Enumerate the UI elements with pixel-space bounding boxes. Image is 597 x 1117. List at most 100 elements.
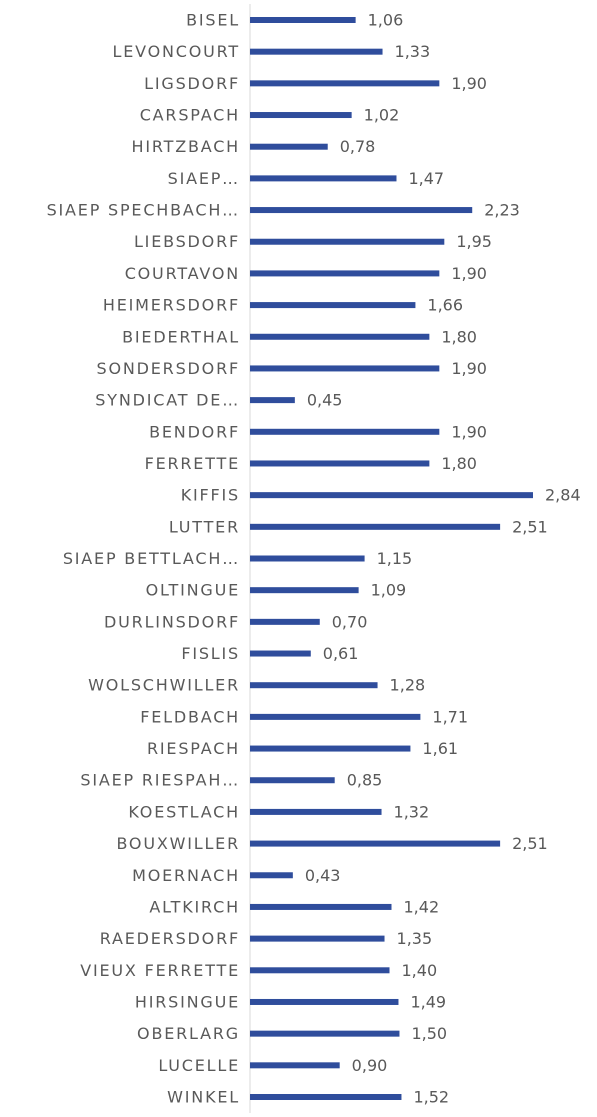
data-label: 1,06 bbox=[368, 11, 404, 30]
y-tick-label: SIAEP RIESPAH… bbox=[80, 771, 240, 790]
bar bbox=[250, 872, 293, 879]
y-tick-label: CARSPACH bbox=[140, 106, 240, 125]
y-tick-label: WOLSCHWILLER bbox=[88, 676, 240, 695]
y-tick-label: KIFFIS bbox=[181, 486, 240, 505]
y-tick-label: SIAEP SPECHBACH… bbox=[47, 201, 240, 220]
bar bbox=[250, 17, 356, 23]
data-label: 1,52 bbox=[413, 1088, 449, 1107]
data-label: 2,51 bbox=[512, 517, 548, 536]
y-tick-label: OLTINGUE bbox=[146, 581, 240, 600]
data-label: 0,85 bbox=[347, 771, 383, 790]
bar bbox=[250, 365, 440, 372]
bar bbox=[250, 777, 335, 784]
data-label: 1,90 bbox=[451, 74, 487, 93]
data-label: 2,23 bbox=[484, 201, 520, 220]
data-label: 1,32 bbox=[394, 802, 430, 821]
y-tick-label: COURTAVON bbox=[125, 264, 240, 283]
bar bbox=[250, 333, 430, 340]
y-tick-label: RAEDERSDORF bbox=[100, 929, 240, 948]
y-tick-label: FISLIS bbox=[181, 644, 240, 663]
data-label: 1,47 bbox=[408, 169, 444, 188]
y-tick-label: SYNDICAT DE… bbox=[95, 391, 240, 410]
data-label: 1,50 bbox=[411, 1024, 447, 1043]
bar bbox=[250, 492, 533, 499]
bar bbox=[250, 618, 320, 625]
data-label: 1,02 bbox=[364, 106, 400, 125]
y-tick-label: OBERLARG bbox=[137, 1024, 240, 1043]
data-label: 1,15 bbox=[377, 549, 413, 568]
y-tick-label: LIEBSDORF bbox=[134, 232, 240, 251]
bar bbox=[250, 523, 501, 530]
bar bbox=[250, 428, 440, 435]
y-tick-label: ALTKIRCH bbox=[149, 897, 240, 916]
data-label: 1,90 bbox=[451, 422, 487, 441]
bar bbox=[250, 713, 421, 720]
bar bbox=[250, 587, 359, 594]
y-tick-label: SIAEP BETTLACH… bbox=[63, 549, 240, 568]
data-label: 0,45 bbox=[307, 391, 343, 410]
bar bbox=[250, 48, 383, 55]
y-tick-label: LIGSDORF bbox=[144, 74, 240, 93]
y-tick-label: DURLINSDORF bbox=[104, 612, 240, 631]
bar bbox=[250, 207, 473, 214]
data-label: 1,42 bbox=[404, 897, 440, 916]
y-tick-label: SIAEP… bbox=[168, 169, 240, 188]
bar bbox=[250, 302, 416, 309]
y-tick-label: VIEUX FERRETTE bbox=[80, 961, 240, 980]
data-label: 1,09 bbox=[371, 581, 407, 600]
y-tick-label: BISEL bbox=[186, 11, 240, 30]
bar bbox=[250, 397, 295, 404]
y-tick-label: HEIMERSDORF bbox=[103, 296, 240, 315]
y-tick-label: HIRSINGUE bbox=[135, 992, 240, 1011]
data-label: 1,35 bbox=[397, 929, 433, 948]
bar bbox=[250, 745, 411, 752]
bar bbox=[250, 238, 445, 245]
data-label: 1,66 bbox=[427, 296, 463, 315]
bar bbox=[250, 143, 328, 150]
y-tick-label: BIEDERTHAL bbox=[122, 327, 240, 346]
bar bbox=[250, 903, 392, 910]
y-tick-label: HIRTZBACH bbox=[132, 137, 240, 156]
y-tick-label: LEVONCOURT bbox=[113, 42, 240, 61]
bar bbox=[250, 112, 352, 119]
bar bbox=[250, 840, 501, 847]
bar bbox=[250, 460, 430, 467]
data-label: 1,95 bbox=[456, 232, 492, 251]
y-tick-label: BOUXWILLER bbox=[116, 834, 240, 853]
bar bbox=[250, 1062, 340, 1069]
bar bbox=[250, 270, 440, 277]
data-label: 0,61 bbox=[323, 644, 359, 663]
data-label: 1,33 bbox=[395, 42, 431, 61]
data-label: 1,80 bbox=[441, 454, 477, 473]
y-tick-label: BENDORF bbox=[149, 422, 240, 441]
data-label: 1,90 bbox=[451, 359, 487, 378]
y-tick-label: WINKEL bbox=[167, 1088, 240, 1107]
bar bbox=[250, 682, 378, 689]
bar bbox=[250, 808, 382, 815]
bar bbox=[250, 80, 440, 87]
bar bbox=[250, 555, 365, 562]
bar bbox=[250, 1030, 400, 1037]
y-tick-label: SONDERSDORF bbox=[97, 359, 240, 378]
data-label: 1,80 bbox=[441, 327, 477, 346]
data-label: 1,90 bbox=[451, 264, 487, 283]
data-label: 2,51 bbox=[512, 834, 548, 853]
data-label: 0,70 bbox=[332, 612, 368, 631]
data-label: 1,28 bbox=[390, 676, 426, 695]
data-label: 2,84 bbox=[545, 486, 581, 505]
bar bbox=[250, 967, 390, 974]
y-tick-label: MOERNACH bbox=[132, 866, 240, 885]
y-tick-label: LUTTER bbox=[169, 517, 240, 536]
data-label: 0,43 bbox=[305, 866, 341, 885]
bar bbox=[250, 1094, 402, 1100]
data-label: 1,71 bbox=[432, 707, 468, 726]
data-label: 0,78 bbox=[340, 137, 376, 156]
y-tick-label: FERRETTE bbox=[145, 454, 240, 473]
y-tick-label: KOESTLACH bbox=[128, 802, 240, 821]
bar bbox=[250, 998, 399, 1005]
data-label: 1,61 bbox=[422, 739, 458, 758]
data-label: 1,40 bbox=[402, 961, 438, 980]
data-label: 0,90 bbox=[352, 1056, 388, 1075]
y-tick-label: FELDBACH bbox=[140, 707, 240, 726]
